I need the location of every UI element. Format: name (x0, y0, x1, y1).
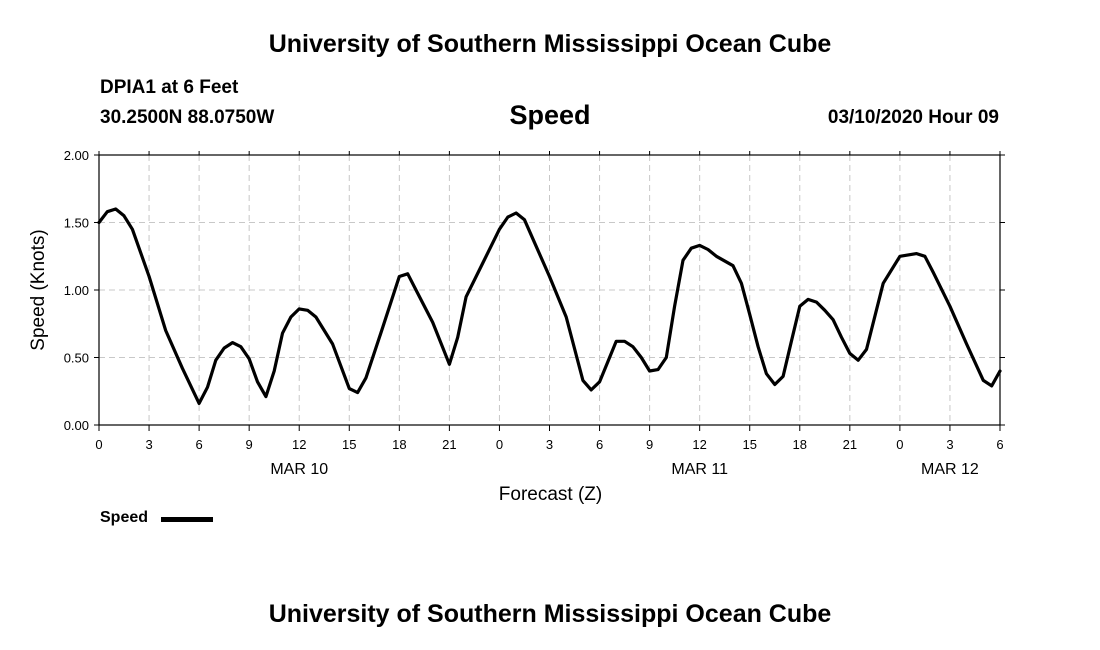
x-tick-label: 0 (496, 437, 503, 452)
date-label: MAR 11 (671, 461, 728, 478)
x-tick-label: 0 (896, 437, 903, 452)
x-tick-label: 3 (546, 437, 553, 452)
y-tick-label: 0.50 (64, 351, 89, 366)
x-tick-label: 9 (646, 437, 653, 452)
x-tick-label: 15 (742, 437, 756, 452)
date-label: MAR 12 (921, 461, 979, 478)
y-tick-label: 0.00 (64, 418, 89, 433)
x-tick-label: 9 (246, 437, 253, 452)
x-tick-label: 6 (996, 437, 1003, 452)
x-tick-label: 21 (843, 437, 857, 452)
date-label: MAR 10 (270, 461, 328, 478)
y-axis-label: Speed (Knots) (28, 229, 49, 350)
x-tick-label: 15 (342, 437, 356, 452)
x-tick-label: 18 (392, 437, 406, 452)
x-tick-label: 3 (946, 437, 953, 452)
station-coordinates: 30.2500N 88.0750W (100, 107, 275, 128)
x-tick-label: 21 (442, 437, 456, 452)
legend-swatch (161, 517, 213, 522)
x-tick-label: 0 (95, 437, 102, 452)
x-tick-label: 12 (692, 437, 706, 452)
x-tick-label: 18 (793, 437, 807, 452)
x-tick-label: 3 (145, 437, 152, 452)
x-axis-label: Forecast (Z) (499, 484, 602, 505)
forecast-datetime: 03/10/2020 Hour 09 (827, 107, 999, 128)
chart-title: Speed (509, 100, 591, 130)
legend-label: Speed (100, 509, 149, 526)
page-title-top: University of Southern Mississippi Ocean… (268, 30, 832, 58)
x-tick-label: 12 (292, 437, 306, 452)
y-tick-label: 1.50 (64, 216, 89, 231)
page-title-bottom: University of Southern Mississippi Ocean… (268, 600, 832, 628)
y-tick-label: 1.00 (64, 283, 89, 298)
x-tick-label: 6 (195, 437, 202, 452)
station-label: DPIA1 at 6 Feet (100, 77, 239, 98)
y-tick-label: 2.00 (64, 148, 89, 163)
series-line-speed (97, 207, 1002, 405)
x-tick-label: 6 (596, 437, 603, 452)
